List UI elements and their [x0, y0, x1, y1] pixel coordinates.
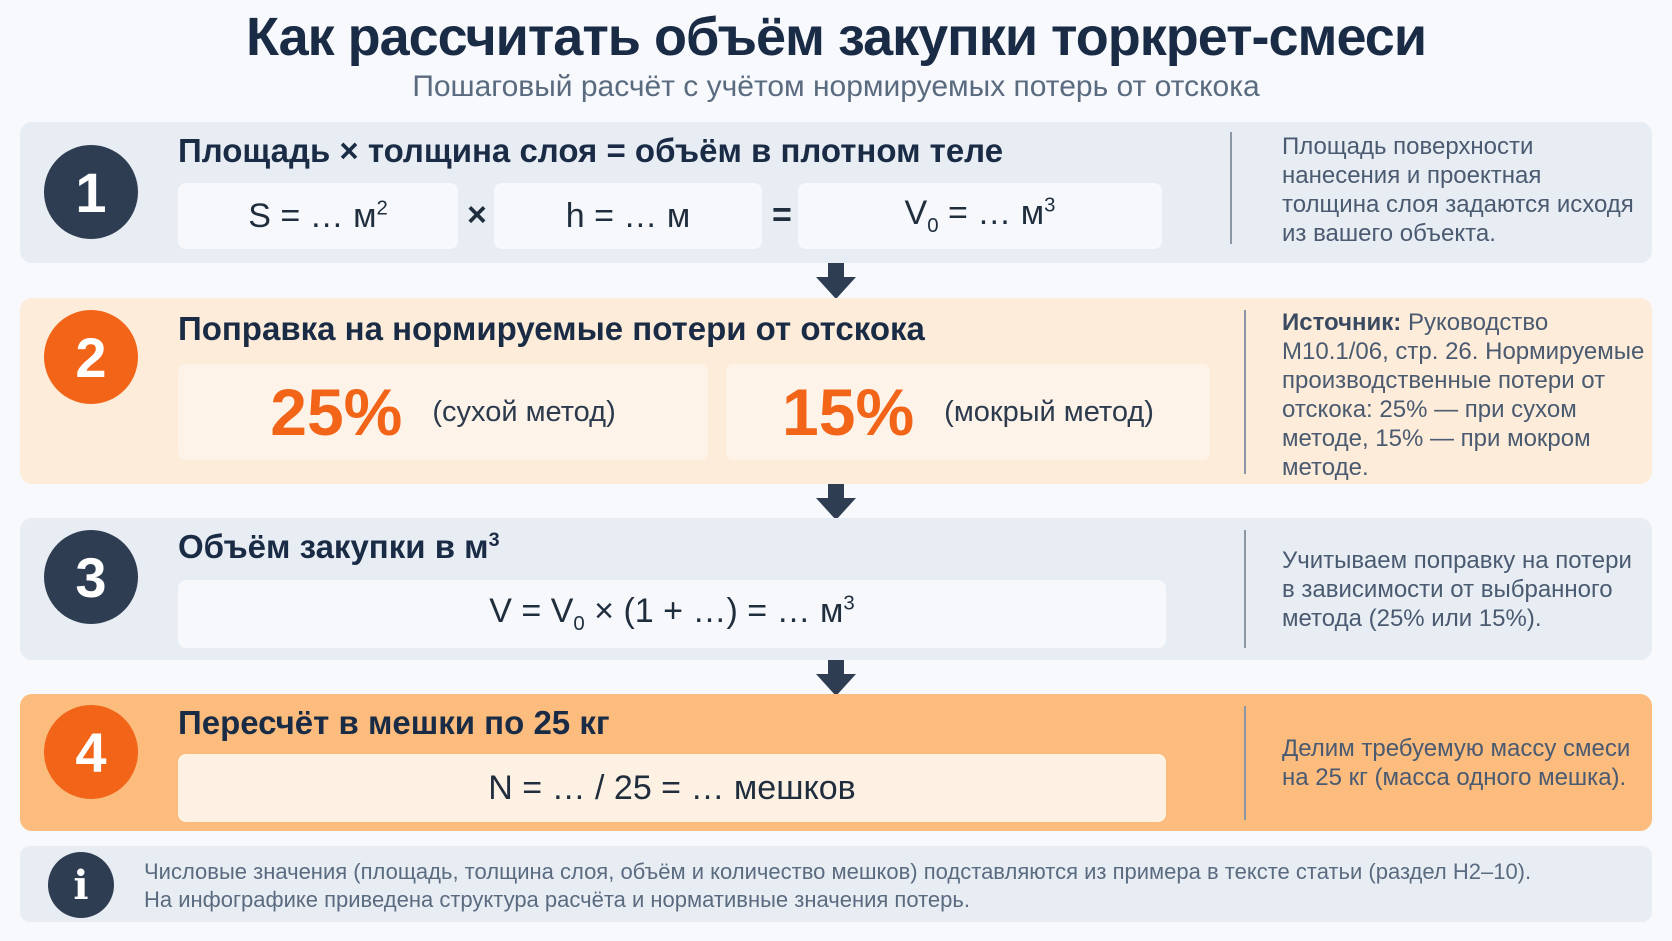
arrow-down-icon [816, 484, 856, 520]
step-4-number-badge: 4 [44, 705, 138, 799]
info-icon: i [48, 852, 114, 918]
equals-sign: = [772, 196, 792, 234]
bags-formula-box: N = … / 25 = … мешков [178, 754, 1166, 822]
step-3-number-badge: 3 [44, 530, 138, 624]
purchase-volume-formula-box: V = V0 × (1 + …) = … м3 [178, 580, 1166, 648]
step-4-heading: Пересчёт в мешки по 25 кг [178, 704, 610, 741]
divider [1244, 706, 1246, 820]
step-4-card: 4 Пересчёт в мешки по 25 кг N = … / 25 =… [20, 694, 1652, 831]
step-1-card: 1 Площадь × толщина слоя = объём в плотн… [20, 122, 1652, 263]
source-label: Источник: [1282, 309, 1402, 336]
step-1-heading: Площадь × толщина слоя = объём в плотном… [178, 132, 1004, 169]
info-line-1: Числовые значения (площадь, толщина слоя… [144, 859, 1532, 884]
dry-method-box: 25% (сухой метод) [178, 364, 708, 460]
wet-method-label: (мокрый метод) [944, 395, 1154, 428]
step-3-note: Учитываем поправку на потери в зависимос… [1282, 547, 1632, 632]
step-2-note: Источник: Руководство М10.1/06, стр. 26.… [1282, 309, 1645, 481]
volume-formula: V0 = … м3 [904, 194, 1056, 237]
info-line-2: На инфографике приведена структура расчё… [144, 887, 970, 912]
thickness-formula-box: h = … м [494, 183, 762, 249]
divider [1244, 530, 1246, 648]
times-sign: × [467, 196, 487, 234]
volume-formula-box: V0 = … м3 [798, 183, 1162, 249]
thickness-formula: h = … м [565, 196, 691, 235]
divider [1244, 310, 1246, 474]
purchase-volume-formula: V = V0 × (1 + …) = … м3 [489, 592, 855, 635]
info-text: Числовые значения (площадь, толщина слоя… [144, 858, 1531, 914]
step-1-number-badge: 1 [44, 145, 138, 239]
dry-method-label: (сухой метод) [432, 395, 616, 428]
page-subtitle: Пошаговый расчёт с учётом нормируемых по… [412, 70, 1260, 103]
arrow-down-icon [816, 660, 856, 696]
info-bar: i Числовые значения (площадь, толщина сл… [20, 846, 1652, 922]
area-formula: S = … м2 [248, 196, 388, 235]
dry-loss-value: 25% [270, 375, 403, 449]
step-2-card: 2 Поправка на нормируемые потери от отск… [20, 298, 1652, 484]
bags-formula: N = … / 25 = … мешков [488, 768, 856, 807]
step-3-card: 3 Объём закупки в м3 V = V0 × (1 + …) = … [20, 518, 1652, 660]
step-3-heading: Объём закупки в м3 [178, 528, 500, 565]
page-title: Как рассчитать объём закупки торкрет-сме… [245, 7, 1427, 67]
wet-method-box: 15% (мокрый метод) [726, 364, 1210, 460]
step-4-note: Делим требуемую массу смеси на 25 кг (ма… [1282, 735, 1631, 791]
divider [1230, 132, 1232, 244]
wet-loss-value: 15% [782, 375, 915, 449]
arrow-down-icon [816, 263, 856, 299]
step-2-number-badge: 2 [44, 310, 138, 404]
step-2-heading: Поправка на нормируемые потери от отскок… [178, 310, 925, 347]
area-formula-box: S = … м2 [178, 183, 458, 249]
step-1-note: Площадь поверхности нанесения и проектна… [1282, 133, 1634, 247]
